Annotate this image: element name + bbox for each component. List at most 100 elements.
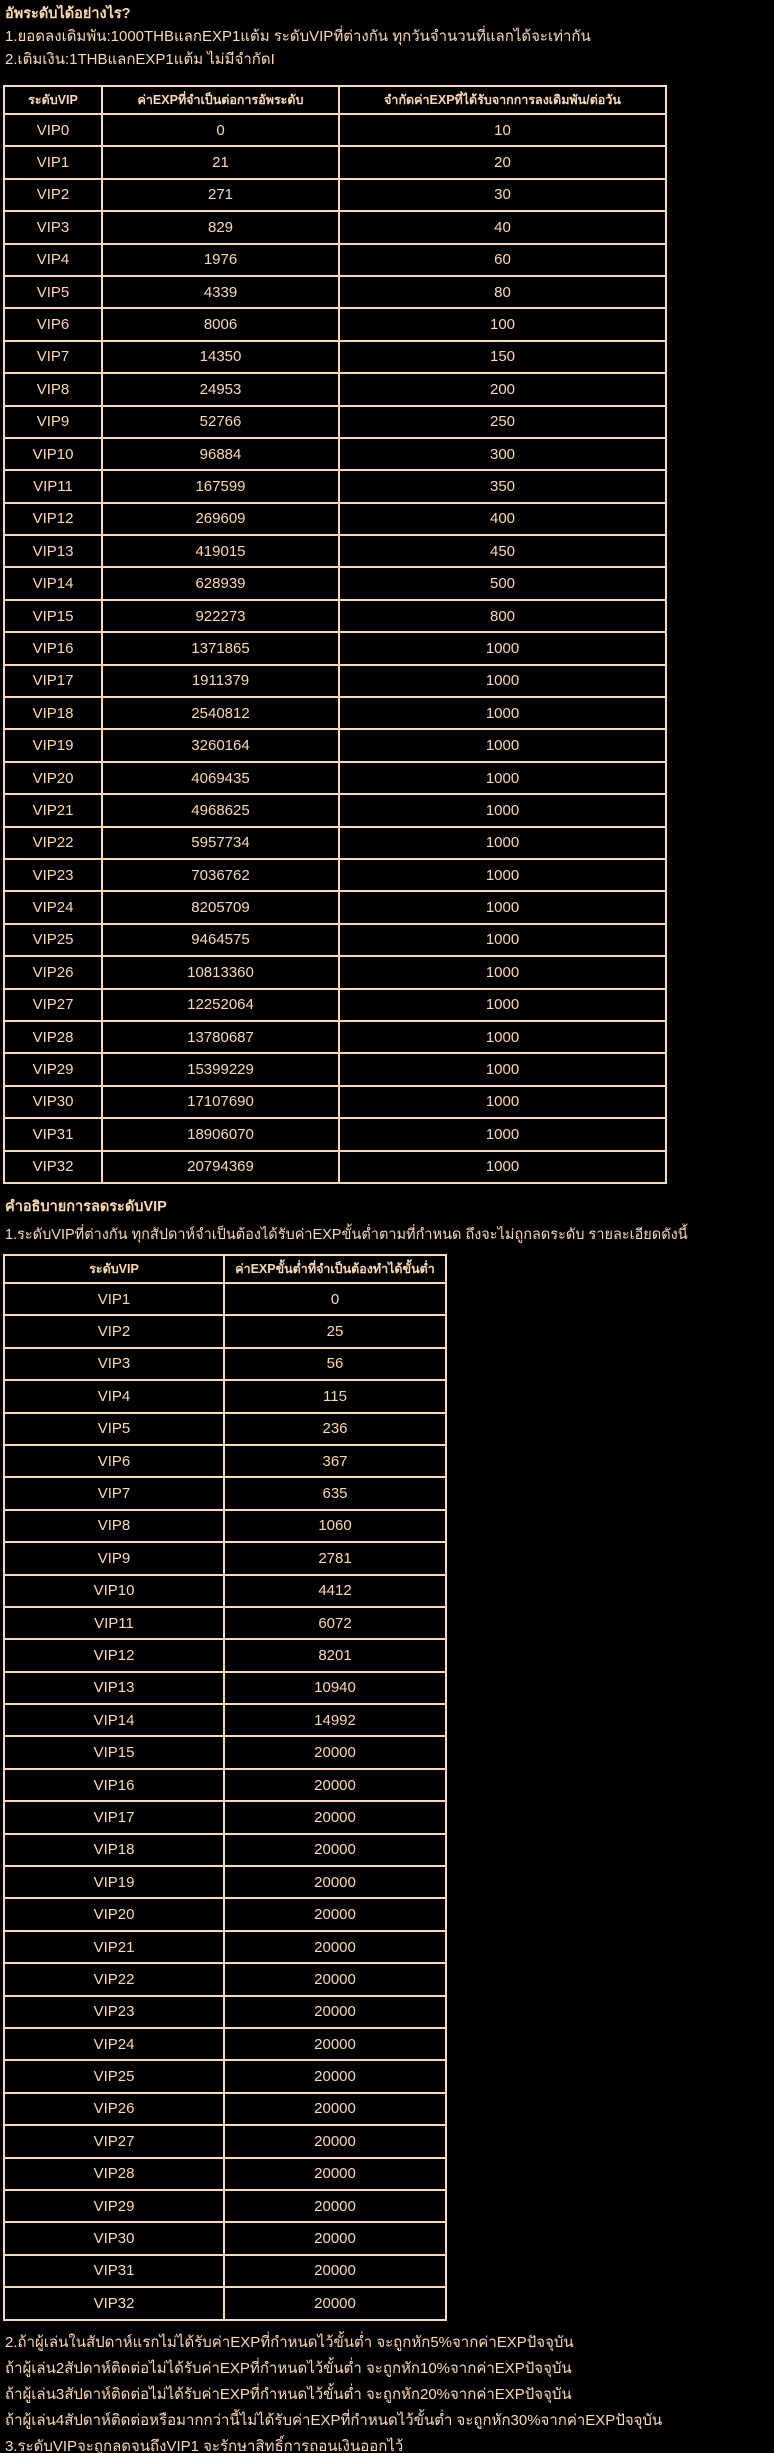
- table-cell: 1000: [338, 987, 667, 1022]
- table-cell: 400: [338, 501, 667, 537]
- table-cell: 96884: [101, 436, 340, 472]
- downgrade-title: คำอธิบายการลดระดับVIP: [5, 1199, 167, 1215]
- table-cell: 20000: [223, 1832, 447, 1868]
- table-cell: 1000: [338, 890, 667, 925]
- table-cell: VIP32: [3, 1149, 103, 1184]
- table-cell: VIP18: [3, 696, 103, 731]
- table-cell: 269609: [101, 501, 340, 537]
- table-row: VIP20 4069435 1000: [3, 760, 667, 796]
- table-cell: 20000: [223, 2059, 447, 2094]
- table-cell: 20000: [223, 1800, 447, 1835]
- table-row: VIP13 10940: [3, 1670, 447, 1706]
- table-cell: VIP30: [3, 2221, 225, 2256]
- table-row: VIP12 8201: [3, 1638, 447, 1673]
- table-row: VIP16 1371865 1000: [3, 631, 667, 666]
- table-cell: VIP2: [3, 177, 103, 213]
- table-cell: 115: [223, 1379, 447, 1414]
- table-cell: 0: [101, 112, 340, 148]
- table-cell: 20000: [223, 2188, 447, 2224]
- table-cell: 2781: [223, 1541, 447, 1576]
- table-row: VIP28 13780687 1000: [3, 1019, 667, 1055]
- table-cell: VIP1: [3, 1281, 225, 1317]
- table-row: VIP14 628939 500: [3, 566, 667, 601]
- table-cell: 1000: [338, 1052, 667, 1087]
- table-cell: 829: [101, 210, 340, 245]
- table-cell: 1000: [338, 663, 667, 699]
- table-row: VIP27 12252064 1000: [3, 987, 667, 1022]
- table-cell: 20000: [223, 2124, 447, 2159]
- table-cell: 8205709: [101, 890, 340, 925]
- table-cell: 2540812: [101, 696, 340, 731]
- table-cell: 250: [338, 404, 667, 439]
- table-cell: 100: [338, 307, 667, 342]
- table-cell: VIP28: [3, 1019, 103, 1055]
- table-row: VIP9 2781: [3, 1541, 447, 1576]
- table-cell: VIP4: [3, 242, 103, 277]
- table-cell: VIP5: [3, 1411, 225, 1446]
- table-row: VIP31 20000: [3, 2253, 447, 2289]
- table-cell: 300: [338, 436, 667, 472]
- table-row: VIP3 829 40: [3, 210, 667, 245]
- table-cell: 20000: [223, 1865, 447, 1900]
- table-cell: VIP31: [3, 2253, 225, 2289]
- table-cell: 15399229: [101, 1052, 340, 1087]
- table-cell: 25: [223, 1314, 447, 1349]
- table-cell: VIP10: [3, 1573, 225, 1608]
- table-cell: 8006: [101, 307, 340, 342]
- table-row: VIP12 269609 400: [3, 501, 667, 537]
- table-row: VIP17 20000: [3, 1800, 447, 1835]
- table-row: VIP17 1911379 1000: [3, 663, 667, 699]
- table-cell: VIP23: [3, 857, 103, 893]
- table-cell: VIP31: [3, 1117, 103, 1152]
- table-row: VIP1 0: [3, 1281, 447, 1317]
- note-week2-deduction: ถ้าผู้เล่น2สัปดาห์ติดต่อไม่ได้รับค่าEXPท…: [5, 2360, 572, 2377]
- table-row: VIP5 4339 80: [3, 274, 667, 310]
- table-row: VIP9 52766 250: [3, 404, 667, 439]
- column-header: ค่าEXPขั้นต่ำที่จำเป็นต้องทำได้ขั้นต่ำ: [223, 1254, 447, 1284]
- table-cell: 20000: [223, 2091, 447, 2127]
- table-cell: 271: [101, 177, 340, 213]
- table-cell: VIP16: [3, 1767, 225, 1803]
- column-header: ระดับVIP: [3, 1254, 225, 1284]
- table-cell: VIP22: [3, 825, 103, 860]
- table-row: VIP24 20000: [3, 2026, 447, 2062]
- table-cell: 0: [223, 1281, 447, 1317]
- table-cell: 9464575: [101, 922, 340, 958]
- table-cell: VIP13: [3, 1670, 225, 1706]
- table-cell: 60: [338, 242, 667, 277]
- note-week1-deduction: 2.ถ้าผู้เล่นในสัปดาห์แรกไม่ได้รับค่าEXPท…: [5, 2334, 574, 2351]
- table-cell: VIP11: [3, 1605, 225, 1641]
- table-row: VIP4 115: [3, 1379, 447, 1414]
- table-cell: 150: [338, 339, 667, 375]
- table-row: VIP7 14350 150: [3, 339, 667, 375]
- table-cell: VIP18: [3, 1832, 225, 1868]
- table-cell: 20000: [223, 1767, 447, 1803]
- column-header: ค่าEXPที่จำเป็นต่อการอัพระดับ: [101, 85, 340, 115]
- table-cell: 1060: [223, 1508, 447, 1544]
- table-cell: 7036762: [101, 857, 340, 893]
- table-cell: 12252064: [101, 987, 340, 1022]
- table-cell: 635: [223, 1476, 447, 1511]
- table-cell: 14350: [101, 339, 340, 375]
- table-row: VIP8 24953 200: [3, 372, 667, 407]
- table-cell: 20: [338, 145, 667, 180]
- table-cell: VIP32: [3, 2286, 225, 2321]
- table-cell: VIP13: [3, 534, 103, 569]
- table-cell: VIP6: [3, 307, 103, 342]
- table-cell: 20794369: [101, 1149, 340, 1184]
- table-cell: VIP17: [3, 1800, 225, 1835]
- table-row: VIP19 3260164 1000: [3, 728, 667, 763]
- table-cell: 1000: [338, 793, 667, 828]
- table-row: VIP6 8006 100: [3, 307, 667, 342]
- table-cell: 1000: [338, 1019, 667, 1055]
- table-cell: VIP26: [3, 955, 103, 990]
- table-row: VIP10 4412: [3, 1573, 447, 1608]
- table-cell: 10813360: [101, 955, 340, 990]
- table-row: VIP8 1060: [3, 1508, 447, 1544]
- table-row: VIP30 17107690 1000: [3, 1084, 667, 1120]
- table-row: VIP21 4968625 1000: [3, 793, 667, 828]
- table-cell: VIP8: [3, 372, 103, 407]
- level-up-title: อัพระดับได้อย่างไร?: [5, 6, 131, 22]
- table-row: VIP30 20000: [3, 2221, 447, 2256]
- table-cell: 4069435: [101, 760, 340, 796]
